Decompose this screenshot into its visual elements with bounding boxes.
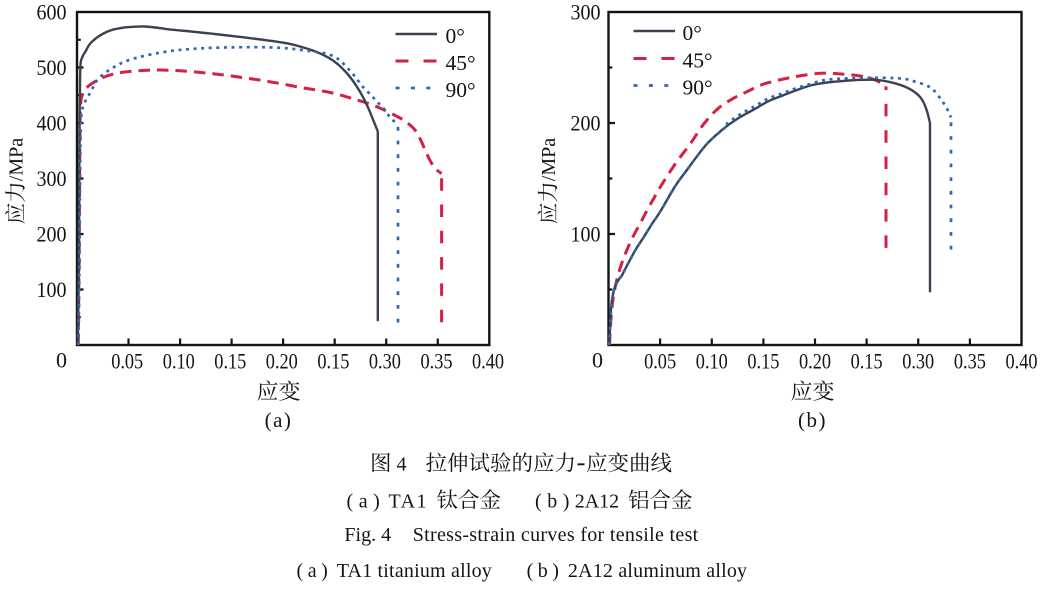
svg-text:90°: 90° [446,78,476,102]
svg-text:2A12 aluminum alloy: 2A12 aluminum alloy [568,560,747,582]
svg-text:0.30: 0.30 [902,348,934,373]
svg-text:TA1 titanium alloy: TA1 titanium alloy [337,560,492,582]
svg-text:/MPa: /MPa [538,138,560,181]
svg-text:0.15: 0.15 [747,348,779,373]
svg-text:): ) [552,560,559,582]
svg-text:500: 500 [37,55,67,80]
svg-text:b: b [547,491,557,513]
svg-text:0.20: 0.20 [799,348,831,373]
svg-text:0.40: 0.40 [472,348,504,373]
svg-text:): ) [373,491,380,513]
svg-text:0.30: 0.30 [369,348,401,373]
svg-text:0.35: 0.35 [954,348,986,373]
svg-text:(: ( [347,491,354,513]
svg-text:200: 200 [571,110,601,135]
svg-text:0.35: 0.35 [421,348,453,373]
svg-text:0: 0 [56,348,67,373]
svg-text:0.40: 0.40 [1006,348,1038,373]
svg-text:(: ( [535,491,542,513]
svg-text:Stress-strain curves for tensi: Stress-strain curves for tensile test [413,524,699,546]
svg-text:a: a [359,491,368,513]
svg-text:100: 100 [571,221,601,246]
svg-text:0.05: 0.05 [644,348,676,373]
svg-text:(b): (b) [798,408,827,432]
svg-text:b: b [538,560,548,582]
svg-text:4: 4 [397,454,407,476]
svg-text:a: a [308,560,317,582]
svg-text:200: 200 [37,221,67,246]
svg-text:600: 600 [37,0,67,24]
svg-text:0.15: 0.15 [851,348,883,373]
svg-text:/MPa: /MPa [6,138,28,181]
svg-text:0: 0 [592,348,603,373]
svg-text:90°: 90° [683,76,713,100]
svg-text:100: 100 [37,277,67,302]
svg-text:45°: 45° [683,49,713,73]
svg-text:(: ( [297,560,304,582]
svg-text:0.10: 0.10 [163,348,195,373]
svg-text:0.20: 0.20 [266,348,298,373]
svg-text:(: ( [527,560,534,582]
svg-text:): ) [321,560,328,582]
svg-text:0.10: 0.10 [696,348,728,373]
svg-text:0°: 0° [683,21,702,45]
svg-text:300: 300 [571,0,601,24]
svg-text:0.05: 0.05 [111,348,143,373]
svg-text:300: 300 [37,166,67,191]
svg-text:400: 400 [37,110,67,135]
svg-text:2A12: 2A12 [575,491,619,513]
svg-text:(a): (a) [265,408,293,432]
svg-text:TA1: TA1 [389,491,429,513]
svg-text:Fig. 4: Fig. 4 [344,524,391,546]
svg-text:): ) [563,491,570,513]
svg-text:0.15: 0.15 [214,348,246,373]
svg-text:45°: 45° [446,51,476,75]
svg-text:0.15: 0.15 [317,348,349,373]
svg-text:0°: 0° [446,24,465,48]
